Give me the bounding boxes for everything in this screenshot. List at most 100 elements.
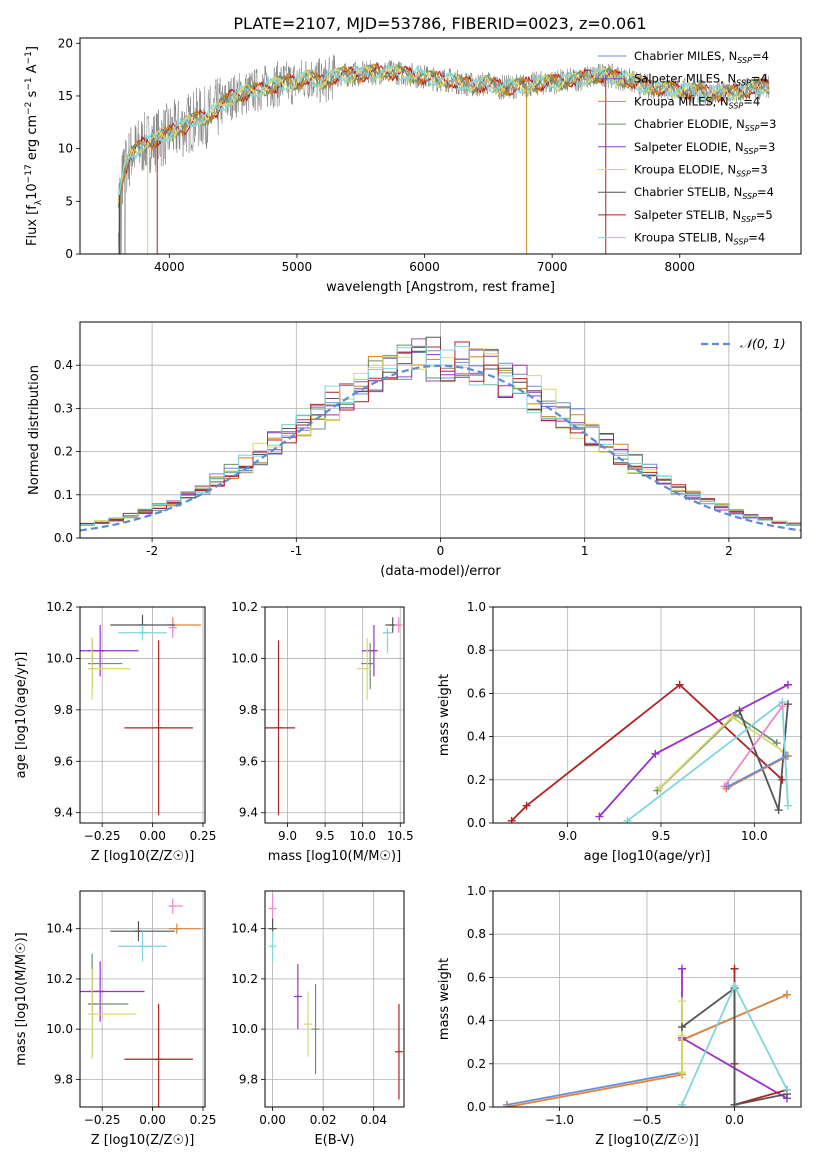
x-tick-label: 4000 (154, 260, 185, 274)
legend-text: Kroupa MILES, N (634, 94, 729, 108)
y-tick-label: 10.4 (231, 922, 258, 936)
plot-area (80, 614, 201, 816)
weight-series (598, 684, 789, 818)
y-tick-label: 0.3 (54, 401, 73, 415)
weight-marker (678, 1023, 686, 1032)
legend-text: =4 (757, 185, 774, 199)
legend-label: Kroupa MILES, NSSP=4 (634, 94, 760, 110)
y-label-part: ] (25, 46, 40, 51)
weight-marker (730, 1100, 739, 1107)
y-tick-label: 0.2 (54, 445, 73, 459)
y-tick-label: 9.8 (54, 703, 73, 717)
y-label-part: −2 (24, 102, 34, 115)
y-axis-label: mass weight (437, 958, 452, 1040)
weight-marker (507, 816, 516, 823)
plot-area (507, 680, 792, 823)
x-tick-label: 0 (437, 544, 445, 558)
x-axis-label: Z [log10(Z/Z☉)] (91, 849, 195, 864)
weight-marker (783, 1085, 791, 1094)
y-label-part: 10 (25, 183, 40, 200)
y-tick-label: 0.6 (467, 686, 486, 700)
weight-marker (727, 713, 736, 722)
weight-marker (503, 1103, 511, 1107)
legend-text: =4 (752, 49, 769, 63)
y-tick-label: 0.0 (54, 531, 73, 545)
axes-frame (264, 890, 405, 1108)
legend-sub: SSP (734, 238, 749, 247)
plot-area (268, 893, 403, 1100)
panel-mass-vs-EBV: 0.00 0.02 0.04 9.8 10.0 10.2 10.4 E(B-V) (231, 890, 405, 1148)
y-tick-label: 0.6 (467, 970, 486, 984)
y-tick-label: 0 (65, 247, 73, 261)
weight-series (626, 700, 789, 822)
y-tick-label: 0.4 (54, 358, 73, 372)
weight-marker (783, 990, 791, 999)
y-label-part: A (25, 64, 40, 77)
y-tick-label: 10.4 (46, 922, 73, 936)
y-axis-label: Flux [fλ10−17 erg cm−2 s−1 A−1] (24, 46, 44, 246)
x-tick-label: 7000 (537, 260, 568, 274)
x-axis-label: E(B-V) (314, 1133, 354, 1148)
gaussian-curve (80, 364, 801, 532)
y-tick-label: 9.8 (54, 1072, 73, 1086)
x-tick-label: 0.25 (190, 1113, 217, 1127)
legend-text: =3 (751, 163, 768, 177)
legend-label: Salpeter MILES, NSSP=4 (634, 72, 768, 88)
plot-area (80, 336, 801, 532)
x-tick-label: −0.25 (84, 1113, 121, 1127)
weight-marker (678, 964, 686, 973)
y-tick-label: 9.8 (239, 703, 258, 717)
y-label-part: −1 (24, 51, 34, 64)
x-axis-label: wavelength [Angstrom, rest frame] (326, 280, 555, 295)
y-axis-label: Normed distribution (27, 365, 42, 495)
y-axis-label: mass weight (437, 674, 452, 756)
weight-marker (522, 801, 531, 810)
legend-text: =3 (758, 140, 775, 154)
y-tick-label: 9.4 (239, 806, 258, 820)
plot-area (117, 54, 770, 254)
x-axis-label: age [log10(age/yr)] (584, 849, 711, 864)
x-tick-label: 0.25 (190, 829, 217, 843)
legend-label: 𝒩(0, 1) (740, 336, 786, 351)
y-label-part: λ (34, 199, 44, 205)
legend-sub: SSP (742, 192, 757, 201)
x-tick-label: 10.0 (741, 829, 768, 843)
figure-title: PLATE=2107, MJD=53786, FIBERID=0023, z=0… (233, 14, 646, 33)
legend-sub: SSP (736, 170, 751, 179)
x-tick-label: 0.00 (259, 1113, 286, 1127)
plot-area (503, 964, 791, 1107)
legend-text: Kroupa STELIB, N (634, 231, 734, 245)
legend-text: Salpeter MILES, N (634, 72, 736, 86)
axes-frame (492, 890, 802, 1108)
y-tick-label: 15 (58, 89, 73, 103)
x-tick-label: 0.04 (360, 1113, 387, 1127)
y-tick-label: 5 (65, 194, 73, 208)
y-tick-label: 10.2 (46, 972, 73, 986)
legend-sub: SSP (745, 124, 760, 133)
legend-text: Chabrier STELIB, N (634, 185, 742, 199)
plot-area (80, 898, 201, 1107)
x-tick-label: 9.0 (558, 829, 577, 843)
legend-text: Chabrier ELODIE, N (634, 117, 745, 131)
axes-frame (79, 321, 802, 539)
axes-frame (79, 606, 206, 824)
y-tick-label: 10.2 (231, 972, 258, 986)
x-tick-label: −1.0 (545, 1113, 574, 1127)
weight-marker (678, 1068, 686, 1077)
y-tick-label: 10.0 (46, 651, 73, 665)
legend-text: Chabrier MILES, N (634, 49, 737, 63)
legend-label: Salpeter STELIB, NSSP=5 (634, 208, 773, 224)
x-tick-label: 9.5 (316, 829, 335, 843)
y-tick-label: 0.4 (467, 1014, 486, 1028)
legend-sub: SSP (729, 101, 744, 110)
panel-age-vs-Z: −0.25 0.00 0.25 9.4 9.6 9.8 10.0 10.2 Z [log10(Z… (14, 600, 216, 864)
y-tick-label: 0.2 (467, 773, 486, 787)
weight-marker (678, 997, 686, 1006)
y-tick-label: 9.4 (54, 806, 73, 820)
panel-weight-vs-Z: −1.0 −0.5 0.0 0.0 0.2 0.4 0.6 0.8 1.0 Z [log10(Z/… (437, 884, 802, 1148)
model-kroupa_stelib (117, 63, 770, 196)
weight-marker (783, 801, 792, 810)
panel-weight-vs-age: 9.0 9.5 10.0 0.0 0.2 0.4 0.6 0.8 1.0 age [log10(a… (437, 600, 802, 864)
legend-sub: SSP (736, 79, 751, 88)
